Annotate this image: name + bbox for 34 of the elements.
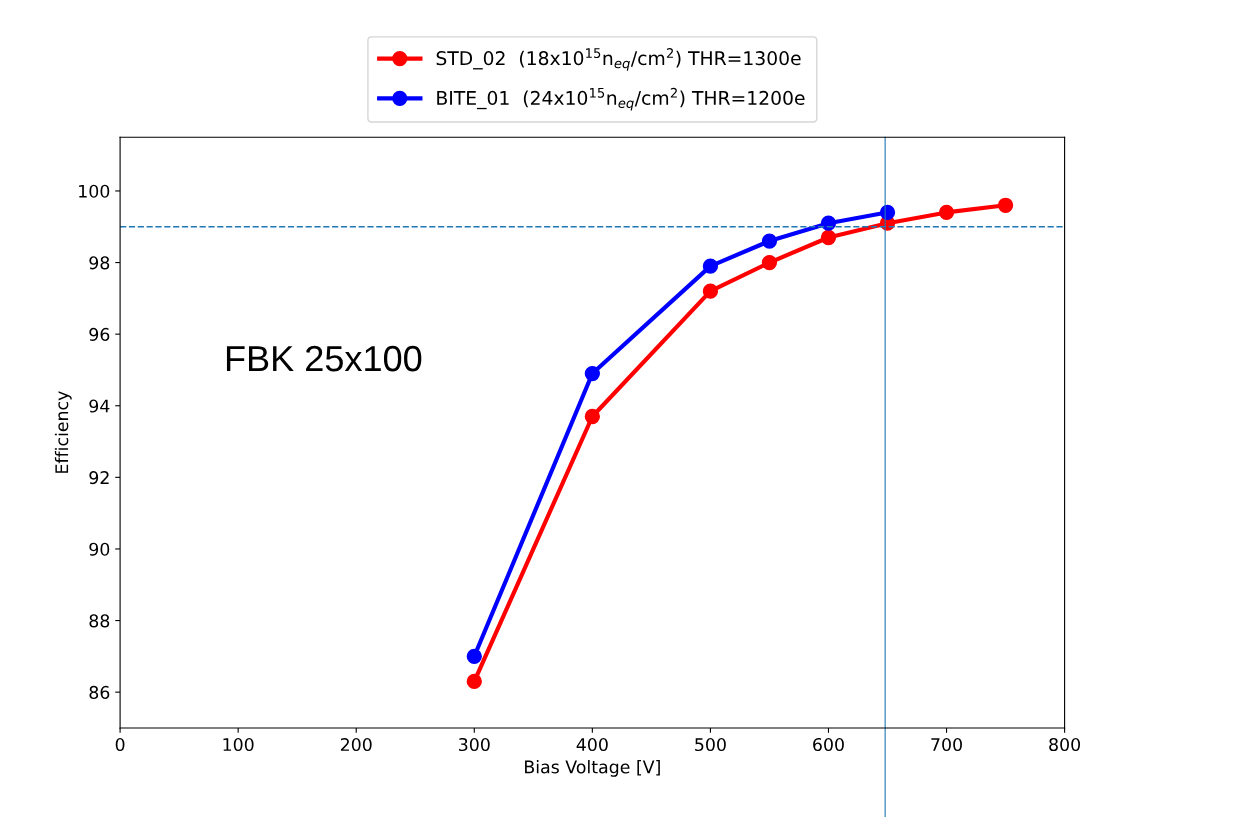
point: [466, 648, 482, 664]
y-tick-label: 86: [89, 685, 110, 699]
x-tick-label: 0: [115, 737, 125, 752]
y-tick-label: 100: [79, 184, 110, 198]
x-tick-label: 600: [813, 737, 844, 752]
x-tick-label: 300: [459, 737, 490, 752]
point: [761, 233, 778, 249]
point: [938, 204, 955, 221]
x-tick-label: 100: [223, 737, 254, 752]
point: [702, 258, 719, 274]
y-tick-label: 92: [89, 471, 109, 485]
point: [584, 408, 600, 425]
y-tick-label: 90: [89, 542, 110, 556]
x-tick-label: 200: [340, 737, 372, 752]
point: [820, 215, 837, 231]
y-tick-label: 96: [89, 327, 110, 341]
point: [820, 229, 837, 246]
x-axis-title: Bias Voltage [V]: [525, 760, 660, 777]
y-tick-label: 88: [89, 614, 110, 628]
annotation: FBK 25x100: [226, 345, 422, 372]
point: [761, 254, 778, 271]
x-tick-label: 400: [576, 737, 608, 752]
point: [997, 197, 1014, 213]
y-tick-label: 94: [89, 399, 110, 413]
legend-label: BITE_01 (24x10$^{15}$n$_{eq}$/cm$^{2}$) THR=1200e: [437, 87, 805, 111]
point: [702, 283, 719, 299]
x-tick-label: 800: [1049, 737, 1081, 752]
x-tick-label: 700: [931, 737, 962, 752]
y-axis-title: Efficiency: [54, 391, 72, 473]
point: [466, 673, 482, 690]
x-tick-label: 500: [695, 737, 726, 752]
y-tick-label: 98: [89, 256, 110, 270]
point: [584, 365, 600, 382]
legend-label: STD_02 (18x10$^{15}$n$_{eq}$/cm$^{2}$) THR=1300e: [436, 48, 801, 71]
